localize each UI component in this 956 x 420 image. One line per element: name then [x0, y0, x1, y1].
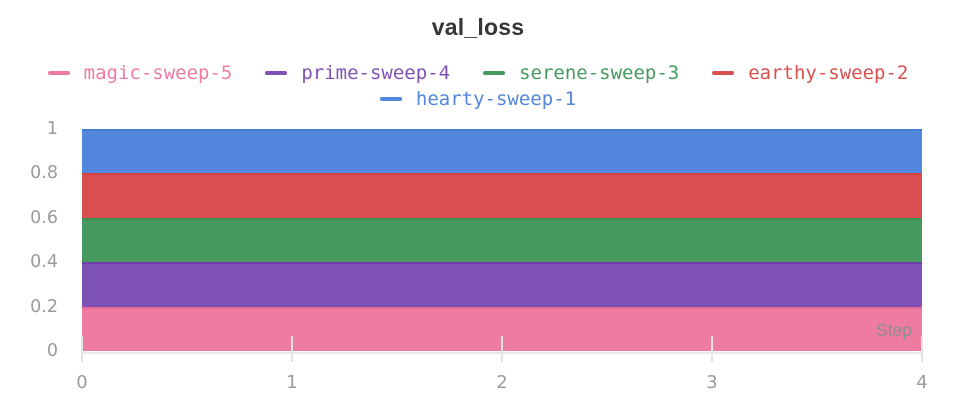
legend-label: serene-sweep-3 [519, 61, 680, 84]
x-axis-tick-mark [291, 336, 293, 362]
legend: magic-sweep-5 prime-sweep-4 serene-sweep-3… [0, 60, 956, 112]
chart-plot-area[interactable] [82, 129, 922, 351]
legend-row: magic-sweep-5 prime-sweep-4 serene-sweep-3… [0, 60, 956, 86]
y-axis-tick-label: 1 [46, 119, 58, 139]
y-axis-tick-label: 0.4 [30, 252, 58, 273]
x-axis-tick-mark [921, 336, 923, 362]
y-axis-tick-label: 0 [46, 341, 58, 361]
x-axis-tick-label: 2 [496, 372, 508, 393]
legend-label: magic-sweep-5 [83, 61, 233, 84]
x-axis-tick-label: 3 [706, 372, 718, 393]
legend-item-earthy-sweep-2[interactable]: earthy-sweep-2 [712, 61, 909, 84]
x-axis-tick-mark [501, 336, 503, 362]
y-axis-tick-label: 0.2 [30, 296, 58, 317]
legend-dash-icon [379, 97, 402, 101]
legend-dash-icon [265, 71, 288, 75]
legend-dash-icon [712, 71, 735, 75]
y-axis-tick-label: 0.6 [30, 207, 58, 228]
x-axis-title: Step [876, 320, 912, 340]
y-axis-tick-label: 0.8 [30, 163, 58, 184]
x-axis-tick-label: 0 [76, 372, 88, 393]
legend-row: hearty-sweep-1 [0, 86, 956, 112]
legend-item-prime-sweep-4[interactable]: prime-sweep-4 [265, 61, 451, 84]
legend-dash-icon [483, 71, 506, 75]
legend-item-hearty-sweep-1[interactable]: hearty-sweep-1 [379, 87, 577, 110]
legend-label: earthy-sweep-2 [748, 61, 909, 84]
x-axis-tick-mark [81, 336, 83, 362]
legend-label: prime-sweep-4 [301, 61, 451, 84]
legend-item-serene-sweep-3[interactable]: serene-sweep-3 [483, 61, 680, 84]
chart-title: val_loss [431, 14, 525, 40]
x-axis-tick-mark [711, 336, 713, 362]
x-axis-tick-label: 4 [916, 372, 928, 393]
legend-item-magic-sweep-5[interactable]: magic-sweep-5 [47, 61, 233, 84]
legend-label: hearty-sweep-1 [415, 87, 577, 110]
legend-dash-icon [47, 71, 70, 75]
x-axis-tick-label: 1 [286, 372, 298, 393]
